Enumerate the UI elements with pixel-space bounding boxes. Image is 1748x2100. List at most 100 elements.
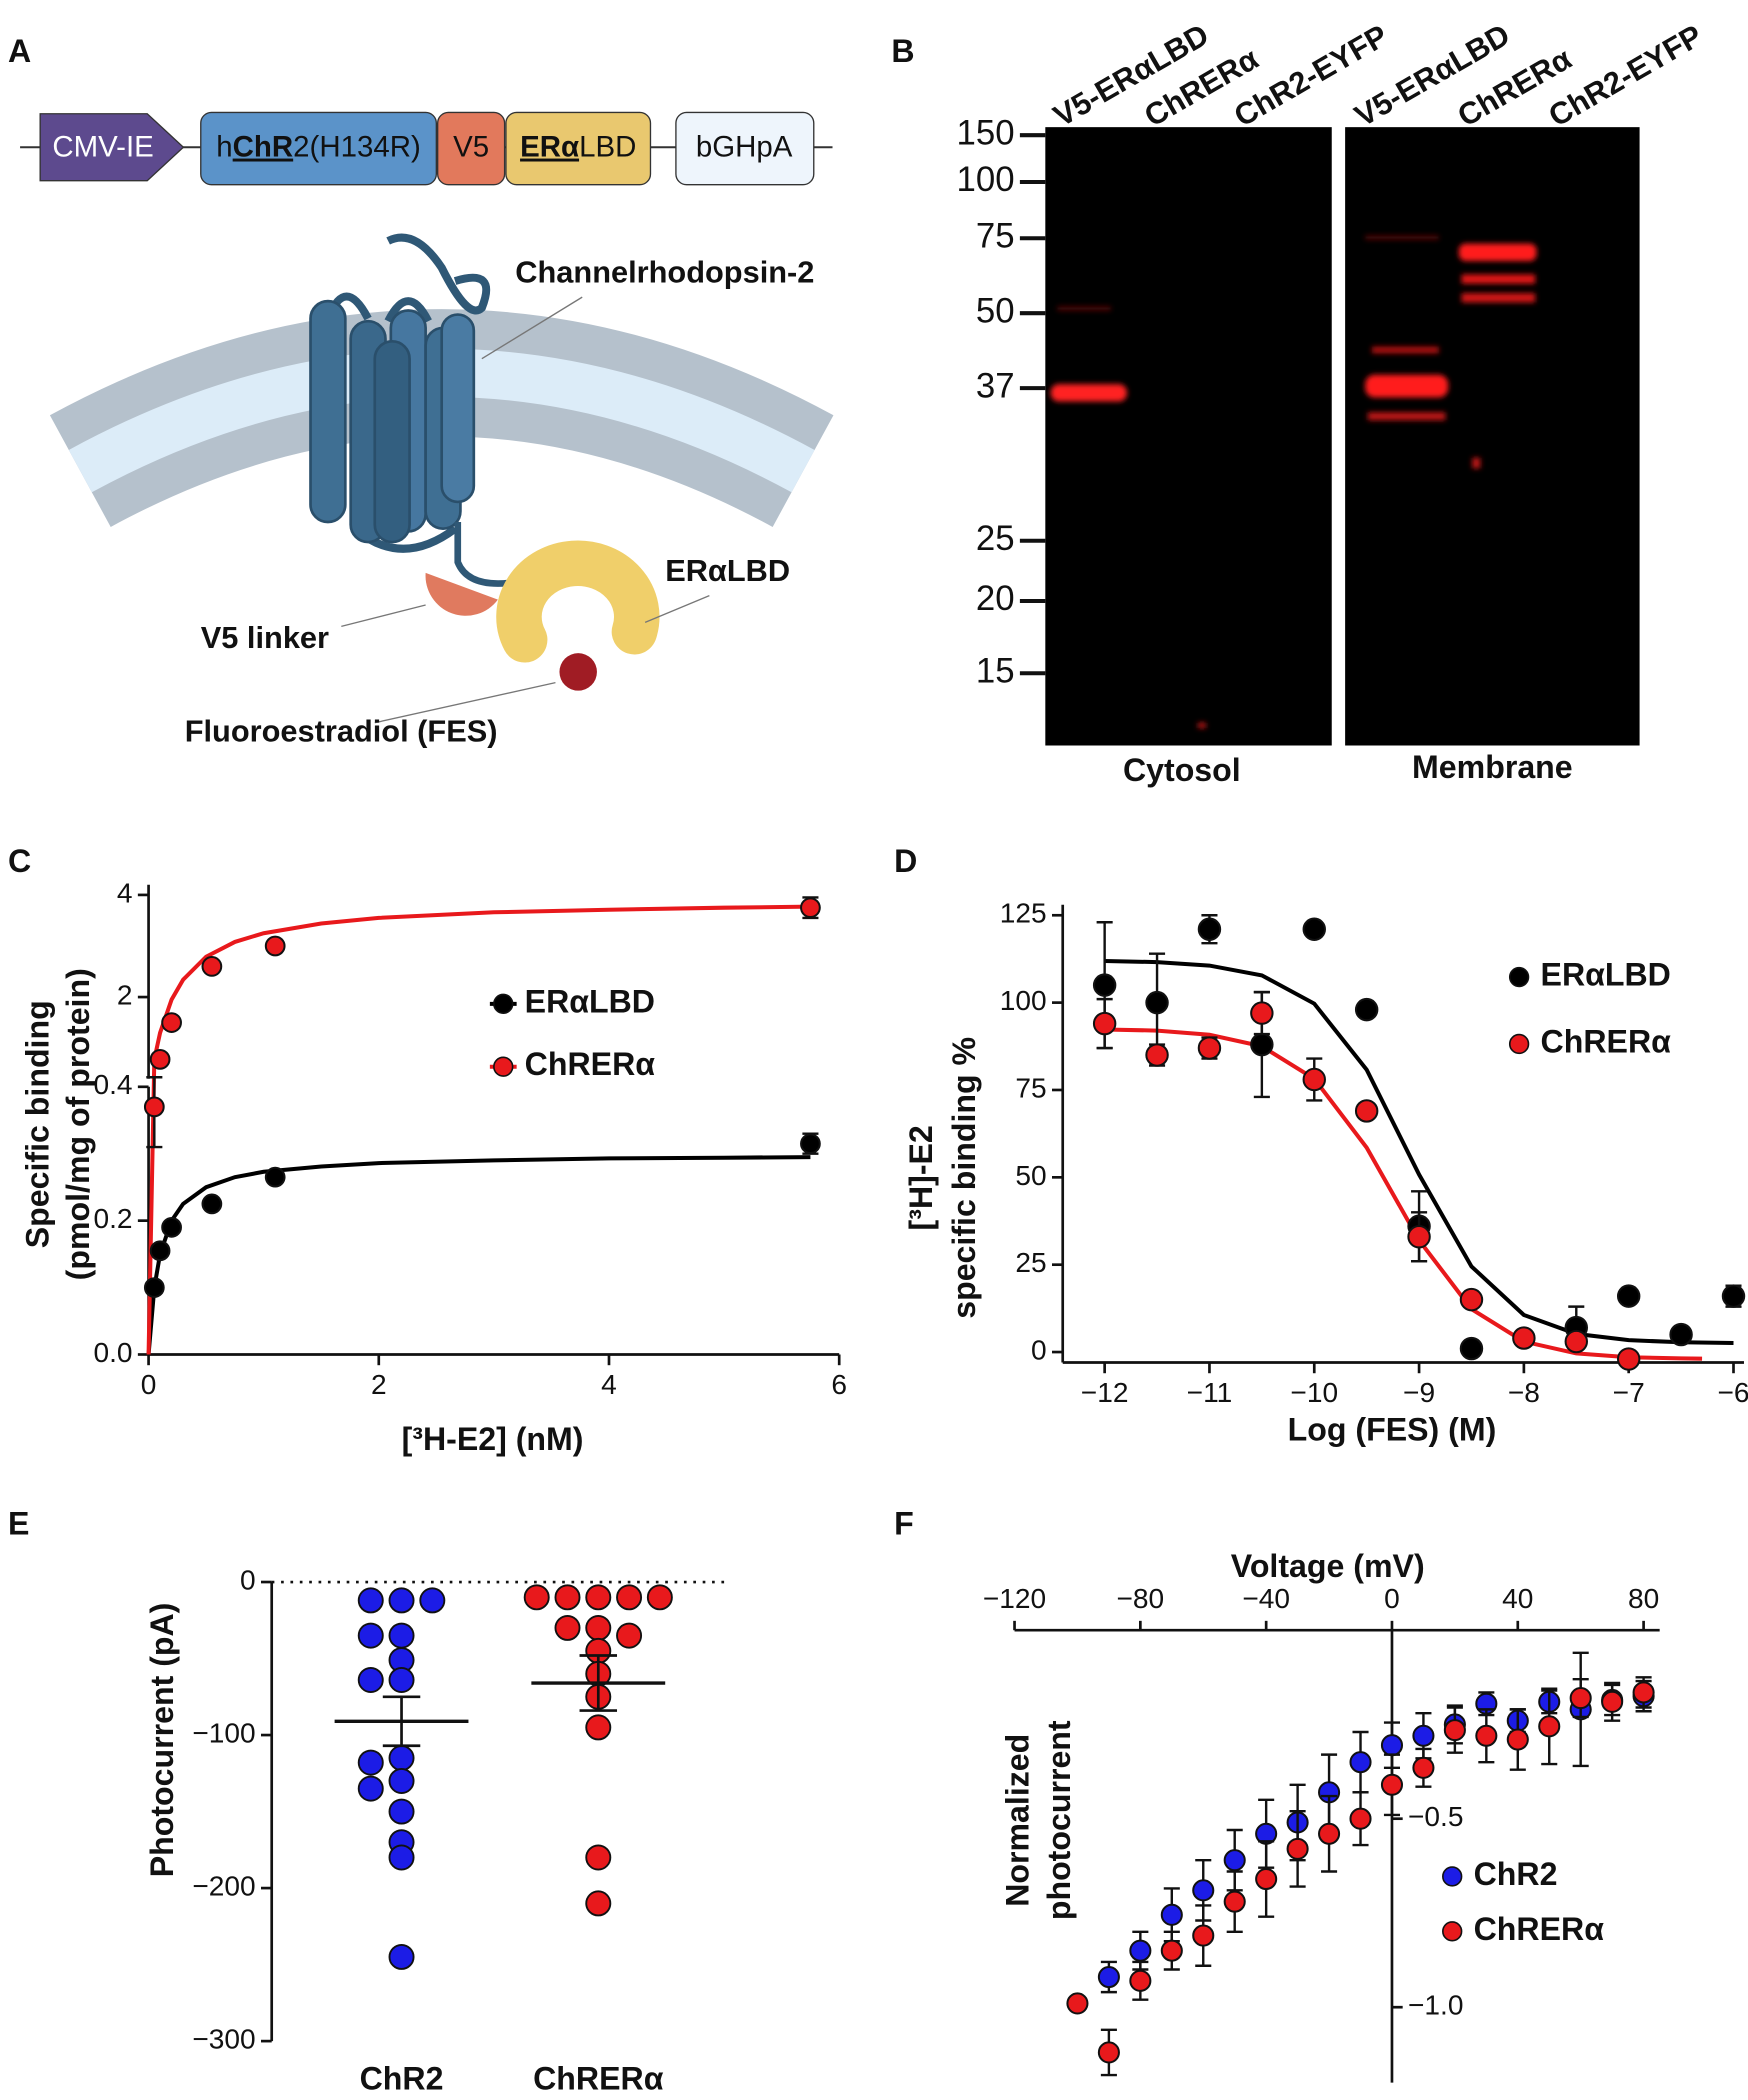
data-point bbox=[201, 956, 223, 977]
data-point bbox=[616, 1622, 643, 1649]
legend-label: ChRERα bbox=[1541, 1023, 1672, 1059]
leader-line bbox=[374, 681, 556, 724]
y-axis-title: (pmol/mg of protein) bbox=[60, 968, 96, 1280]
panel-label: F bbox=[894, 1505, 914, 1541]
y-axis-title: [³H]-E2 bbox=[903, 1125, 939, 1230]
chart-iv: −120 −80 −40 0 40 80 −0.5 −1.0 Voltage (mV) Norma… bbox=[983, 1548, 1660, 2083]
legend-label: ChRERα bbox=[525, 1046, 656, 1082]
data-point bbox=[1250, 1001, 1274, 1025]
chart-photocurrent: 0 −100 −200 −300 Photocurrent (pA) ChR2 ChRERα bbox=[144, 1564, 730, 2097]
x-tick-label: ChRERα bbox=[533, 2061, 664, 2097]
legend-label: ERαLBD bbox=[525, 983, 655, 1019]
data-point bbox=[1255, 1867, 1278, 1891]
x-tick-label: 2 bbox=[371, 1369, 387, 1400]
promoter-label: CMV-IE bbox=[52, 130, 153, 163]
fraction-label: Cytosol bbox=[1123, 752, 1241, 788]
chr2-label: hChR2(H134R) bbox=[216, 130, 421, 163]
data-point bbox=[161, 1216, 182, 1238]
y-tick-label: −100 bbox=[192, 1717, 255, 1748]
data-point bbox=[1197, 1036, 1222, 1060]
lbd-box bbox=[505, 111, 652, 186]
panel-label: A bbox=[8, 33, 31, 69]
data-point bbox=[419, 1587, 446, 1614]
chr2-box bbox=[200, 111, 438, 186]
legend-label: ERαLBD bbox=[1541, 957, 1671, 993]
data-point bbox=[1380, 1734, 1404, 1757]
y-tick-label: 125 bbox=[1000, 898, 1047, 929]
data-point bbox=[1538, 1715, 1561, 1738]
band bbox=[1197, 722, 1206, 729]
band bbox=[1365, 235, 1439, 240]
fit-curve bbox=[1104, 959, 1734, 1345]
band bbox=[1367, 412, 1446, 421]
data-point bbox=[1669, 1322, 1693, 1347]
data-point bbox=[1286, 1837, 1309, 1860]
data-point bbox=[800, 1133, 821, 1155]
legend-label: ChR2 bbox=[1474, 1856, 1558, 1892]
y-tick-label: −1.0 bbox=[1408, 1990, 1463, 2021]
fraction-label: Membrane bbox=[1412, 749, 1573, 785]
data-point bbox=[1318, 1822, 1341, 1845]
data-point bbox=[646, 1584, 673, 1611]
leader-line bbox=[341, 604, 426, 628]
y-axis-title: Specific binding bbox=[20, 1000, 56, 1248]
data-point bbox=[1407, 1225, 1431, 1249]
marker-label: 25 bbox=[976, 520, 1015, 558]
data-point bbox=[1443, 1719, 1466, 1742]
data-point bbox=[1632, 1681, 1655, 1704]
fit-curve bbox=[146, 1155, 811, 1355]
y-tick-label: 2 bbox=[117, 979, 133, 1010]
data-point bbox=[388, 1798, 415, 1825]
fit-curve bbox=[146, 904, 811, 1355]
data-point bbox=[149, 1048, 171, 1070]
data-point bbox=[585, 1614, 612, 1641]
data-point bbox=[1250, 1032, 1274, 1057]
marker-label: 150 bbox=[957, 114, 1015, 152]
sem-bar bbox=[382, 1695, 421, 1748]
data-point bbox=[1380, 1773, 1404, 1796]
linker-chain bbox=[454, 521, 516, 587]
data-point bbox=[1097, 1966, 1120, 1989]
band bbox=[1461, 274, 1536, 284]
legend-marker bbox=[1442, 1921, 1463, 1942]
x-tick-label: −10 bbox=[1290, 1377, 1338, 1408]
y-tick-label: 0.0 bbox=[93, 1337, 132, 1368]
lbd-shape bbox=[496, 540, 660, 663]
data-point bbox=[1412, 1724, 1435, 1747]
data-point bbox=[1459, 1287, 1484, 1312]
blot-cytosol bbox=[1045, 127, 1332, 746]
x-tick-label: −40 bbox=[1242, 1583, 1290, 1614]
polya-label: bGHpA bbox=[696, 130, 793, 163]
data-point bbox=[149, 1240, 171, 1262]
data-point bbox=[1145, 1043, 1169, 1067]
data-point bbox=[264, 1166, 286, 1188]
data-point bbox=[388, 1622, 415, 1649]
data-point bbox=[1092, 1011, 1117, 1036]
band bbox=[1365, 374, 1449, 398]
data-point bbox=[357, 1587, 384, 1614]
helix bbox=[440, 313, 476, 504]
data-point bbox=[143, 1096, 165, 1118]
v5-label: V5 bbox=[453, 130, 489, 163]
cartoon: Channelrhodopsin-2 ERαLBD V5 linker Fluo… bbox=[49, 233, 834, 749]
y-tick-label: 4 bbox=[117, 877, 133, 908]
data-point bbox=[1092, 973, 1117, 997]
data-point bbox=[554, 1614, 581, 1641]
data-point bbox=[585, 1584, 612, 1611]
data-point bbox=[1475, 1724, 1498, 1747]
data-point bbox=[1223, 1849, 1246, 1872]
chr2-part: ChR bbox=[233, 130, 294, 163]
data-point bbox=[1349, 1751, 1372, 1774]
legend-marker bbox=[493, 1056, 514, 1077]
data-point bbox=[357, 1622, 384, 1649]
y-tick-label: 100 bbox=[1000, 985, 1047, 1016]
data-point bbox=[357, 1749, 384, 1776]
x-axis-title: [³H-E2] (nM) bbox=[402, 1421, 584, 1457]
data-point bbox=[1506, 1728, 1529, 1751]
x-tick-label: −120 bbox=[983, 1583, 1046, 1614]
data-point bbox=[1223, 1890, 1246, 1913]
legend-marker bbox=[493, 993, 514, 1014]
x-tick-label: −8 bbox=[1508, 1377, 1540, 1408]
legend-marker bbox=[1508, 966, 1530, 988]
